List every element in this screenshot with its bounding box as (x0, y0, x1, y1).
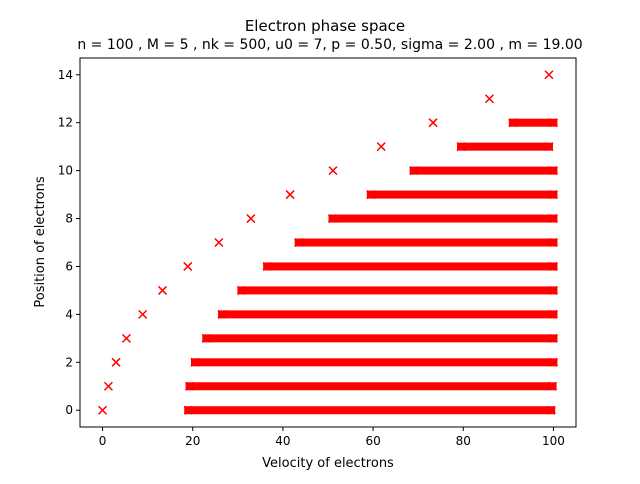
x-axis-label: Velocity of electrons (262, 456, 394, 471)
row-end-point (548, 237, 558, 248)
x-tick-label: 40 (275, 434, 290, 448)
x-tick-label: 80 (456, 434, 471, 448)
x-tick-label: 60 (365, 434, 380, 448)
y-tick-label: 10 (58, 164, 73, 178)
dense-row-band (457, 142, 553, 151)
dense-row-band (184, 406, 556, 415)
row-start-point (217, 309, 227, 319)
row-start-point (185, 381, 195, 391)
y-axis-label: Position of electrons (33, 176, 48, 308)
row-end-point (548, 357, 558, 367)
y-tick-label: 6 (65, 259, 73, 273)
row-start-point (190, 357, 200, 367)
isolated-point (328, 166, 338, 176)
x-axis: 0 20 40 60 80 100 (99, 427, 565, 448)
isolated-point (484, 94, 494, 104)
row-start-point (366, 190, 376, 200)
isolated-point (246, 214, 256, 224)
row-end-point (548, 381, 558, 391)
isolated-point (544, 70, 554, 80)
row-start-point (262, 261, 272, 271)
dense-row-band (409, 166, 558, 175)
scatter-marks (98, 70, 558, 415)
isolated-point (98, 405, 108, 415)
row-end-point (546, 405, 556, 415)
row-end-point (548, 285, 558, 295)
isolated-point (138, 309, 148, 319)
row-end-point (548, 261, 558, 271)
plot-frame (79, 57, 577, 428)
x-tick-label: 20 (185, 434, 200, 448)
row-start-point (327, 214, 338, 224)
y-tick-label: 2 (65, 355, 73, 369)
row-end-point (548, 190, 558, 200)
isolated-point (214, 237, 224, 248)
chart-title: Electron phase space (245, 17, 405, 35)
x-tick-label: 100 (542, 434, 565, 448)
chart-subtitle: n = 100 , M = 5 , nk = 500, u0 = 7, p = … (77, 37, 582, 53)
row-start-point (294, 237, 304, 248)
y-tick-label: 8 (65, 212, 73, 226)
isolated-point (157, 285, 168, 295)
dense-row-band (328, 214, 558, 223)
row-end-point (548, 214, 558, 224)
isolated-point (103, 381, 113, 391)
row-start-point (201, 333, 211, 343)
dense-row-band (202, 334, 558, 343)
row-end-point (548, 333, 558, 343)
row-start-point (456, 142, 466, 152)
row-end-point (544, 142, 554, 152)
isolated-point (376, 142, 386, 152)
dense-row-band (190, 358, 558, 367)
isolated-point (121, 333, 131, 343)
dense-row-band (294, 238, 558, 247)
row-start-point (236, 285, 246, 295)
y-tick-label: 0 (65, 403, 73, 417)
dense-row-band (237, 286, 558, 295)
y-axis: 0 2 4 6 8 10 12 14 (58, 68, 80, 417)
row-start-point (508, 118, 518, 128)
row-end-point (548, 118, 558, 128)
y-tick-label: 12 (58, 116, 73, 130)
dense-row-band (366, 190, 558, 199)
dense-row-band (218, 310, 558, 319)
dense-row-band (185, 382, 557, 391)
dense-row-band (263, 262, 558, 271)
row-end-point (548, 309, 558, 319)
y-tick-label: 14 (58, 68, 73, 82)
row-end-point (548, 166, 558, 176)
dense-row-band (508, 118, 558, 127)
x-tick-label: 0 (99, 434, 107, 448)
row-start-point (409, 166, 419, 176)
y-tick-label: 4 (65, 307, 73, 321)
isolated-point (111, 357, 121, 367)
isolated-point (428, 118, 438, 128)
isolated-point (285, 190, 295, 200)
isolated-point (183, 261, 193, 271)
row-start-point (183, 405, 193, 415)
